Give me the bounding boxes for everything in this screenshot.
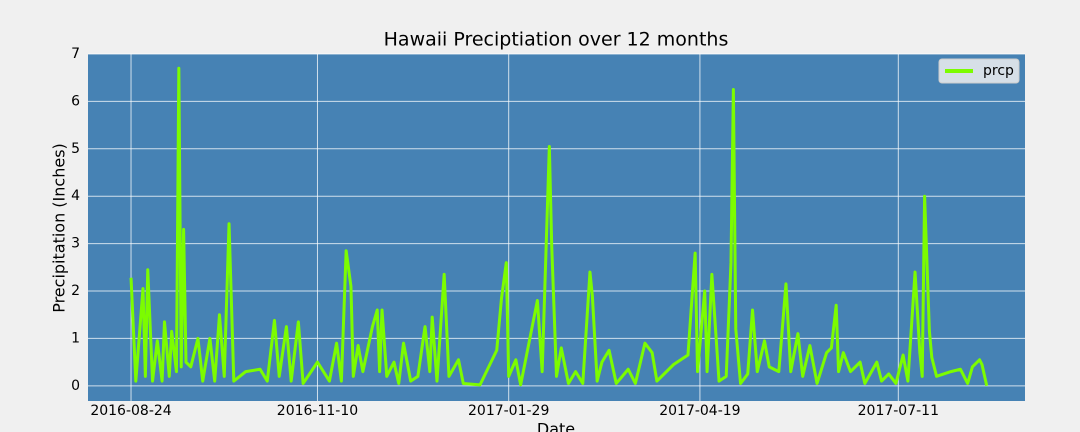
x-axis-label: Date	[537, 420, 575, 432]
y-tick-label: 4	[71, 188, 80, 204]
chart-title: Hawaii Preciptiation over 12 months	[384, 29, 729, 51]
y-tick-label: 1	[71, 330, 80, 346]
x-tick-label: 2017-04-19	[659, 403, 740, 419]
y-tick-label: 6	[71, 93, 80, 109]
y-tick-label: 5	[71, 141, 80, 157]
legend: prcp	[938, 58, 1020, 84]
x-tick-label: 2016-11-10	[277, 403, 358, 419]
legend-box	[938, 58, 1020, 84]
y-tick-label: 7	[71, 46, 80, 62]
marks	[129, 66, 989, 387]
legend-label: prcp	[983, 63, 1014, 79]
x-tick-label: 2017-07-11	[858, 403, 939, 419]
x-tick-label: 2016-08-24	[90, 403, 171, 419]
y-axis-label: Precipitation (Inches)	[50, 143, 69, 313]
y-tick-label: 0	[71, 378, 80, 394]
x-tick-label: 2017-01-29	[468, 403, 549, 419]
y-tick-label: 2	[71, 283, 80, 299]
y-tick-label: 3	[71, 236, 80, 252]
data-line	[129, 66, 989, 387]
